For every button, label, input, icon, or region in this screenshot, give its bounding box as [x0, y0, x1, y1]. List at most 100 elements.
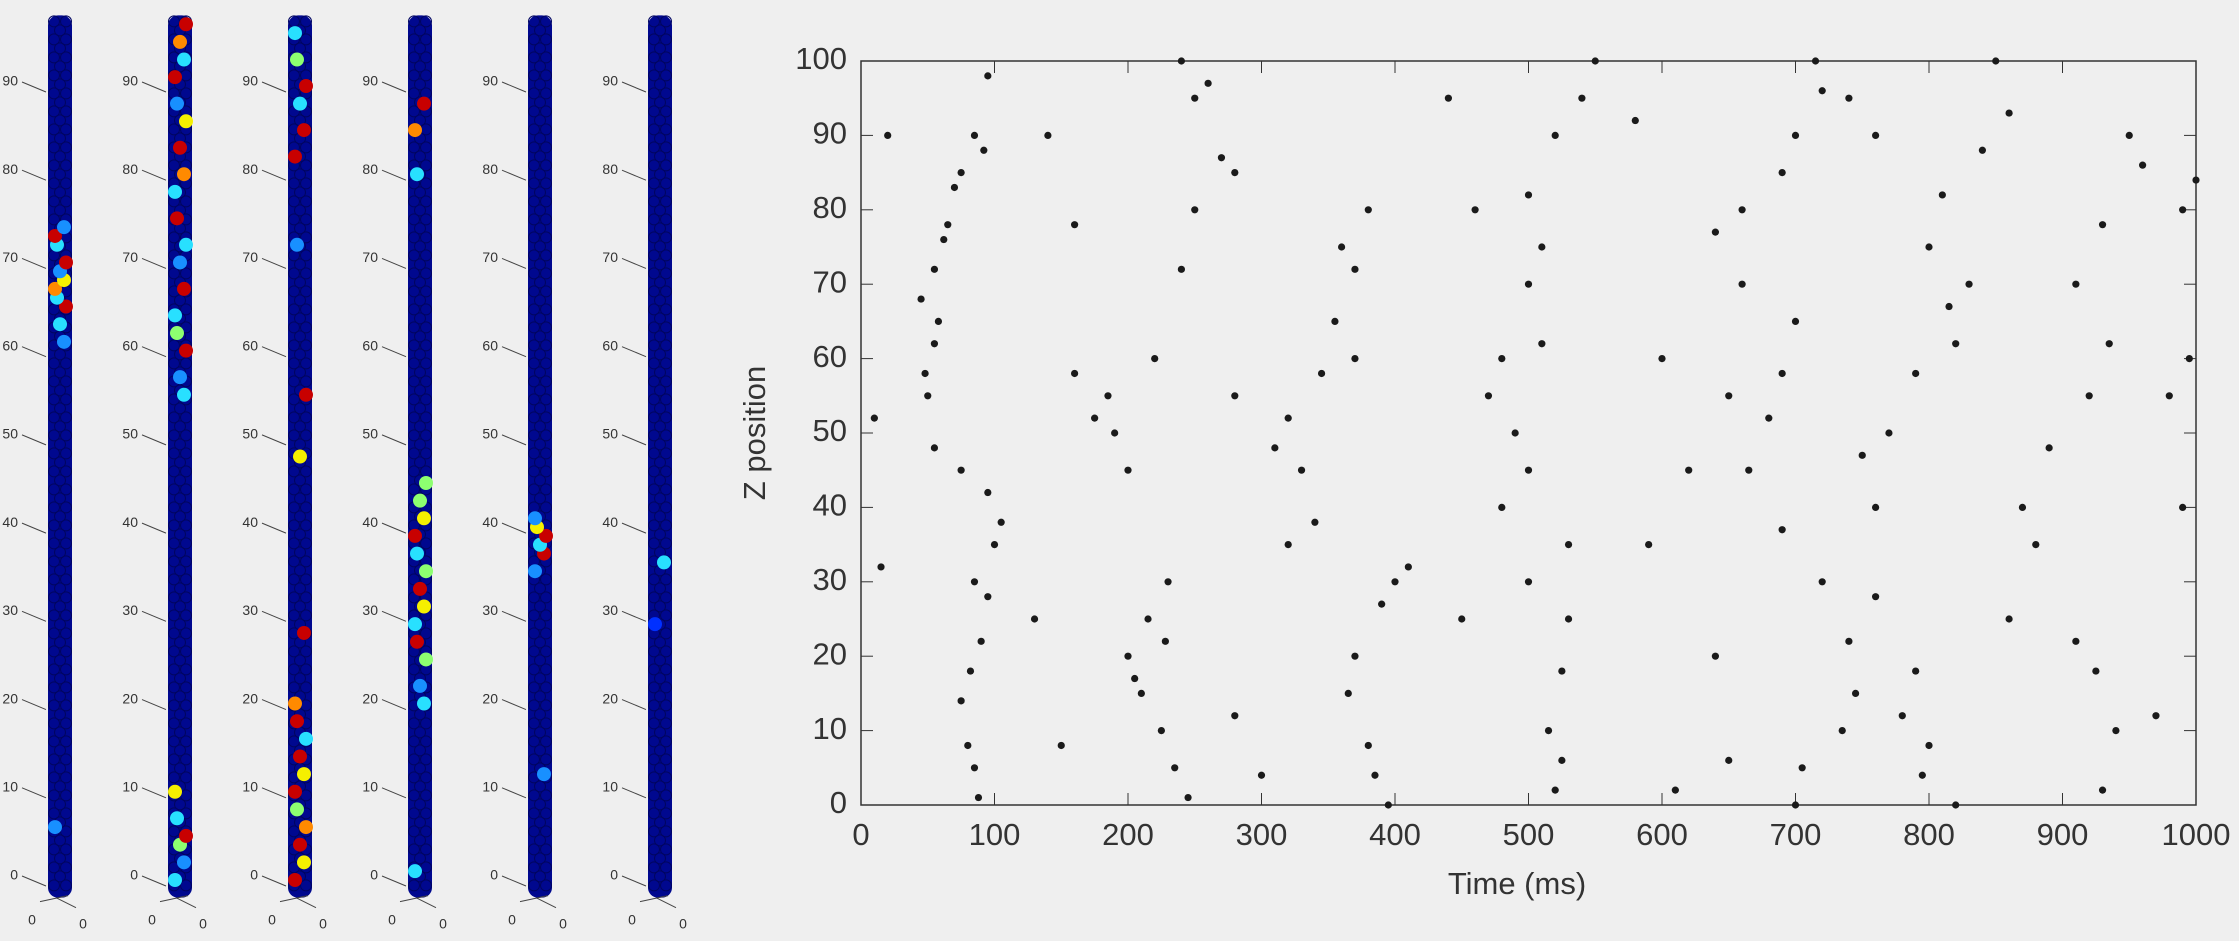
cell: [300, 195, 312, 208]
cell: [174, 492, 186, 505]
cell: [420, 825, 432, 838]
spike: [930, 340, 939, 348]
cell: [294, 528, 306, 541]
cell: [54, 798, 66, 811]
cell: [300, 357, 312, 370]
cell: [300, 573, 312, 586]
axis: [519, 895, 549, 903]
spike: [1331, 317, 1339, 325]
y-tick-label: 20: [2, 690, 18, 706]
spike: [1791, 801, 1800, 809]
cell: [540, 843, 552, 856]
cell: [300, 375, 312, 388]
y-tick-label: 30: [482, 602, 498, 618]
cell: [294, 276, 306, 289]
active-cell: [408, 528, 422, 543]
cell: [420, 375, 432, 388]
cell: [300, 555, 312, 568]
cell: [54, 96, 66, 109]
cell: [528, 807, 540, 820]
cell: [408, 87, 420, 100]
spike: [1845, 94, 1853, 102]
tick: [621, 81, 647, 93]
spike: [1685, 466, 1693, 474]
cell: [408, 429, 420, 442]
cell: [648, 807, 660, 820]
axis: [295, 897, 317, 909]
cell: [60, 177, 72, 190]
cell: [654, 384, 666, 397]
cell: [60, 465, 72, 478]
axis: [159, 895, 189, 903]
cell: [408, 105, 420, 118]
cell: [540, 663, 552, 676]
y-tick-label: 0: [830, 785, 847, 820]
cell: [294, 204, 306, 217]
tick: [21, 699, 47, 711]
spike: [2005, 109, 2013, 117]
spike: [1631, 116, 1639, 125]
cell: [660, 879, 672, 892]
cell: [300, 141, 312, 154]
spike: [1745, 466, 1753, 474]
cell: [180, 609, 192, 622]
cell: [660, 105, 672, 118]
cell: [288, 609, 300, 622]
cell: [654, 438, 666, 451]
cell: [48, 753, 60, 766]
active-cell: [417, 511, 431, 526]
cell: [540, 825, 552, 838]
cell: [534, 744, 546, 757]
tick: [141, 699, 167, 711]
cell: [534, 24, 546, 37]
cell: [54, 528, 66, 541]
spike: [1511, 429, 1519, 437]
cell: [60, 33, 72, 46]
tick: [381, 787, 407, 799]
cell: [168, 411, 180, 424]
spike: [1524, 280, 1533, 288]
cell: [660, 87, 672, 100]
spike: [1191, 94, 1199, 102]
tick: [261, 522, 287, 534]
tick: [501, 434, 527, 446]
y-tick-label: 10: [122, 778, 138, 794]
y-tick-label: 40: [602, 514, 618, 530]
cell: [660, 753, 672, 766]
axis: [415, 897, 437, 909]
spike: [1404, 563, 1412, 571]
spike: [1851, 689, 1860, 698]
active-cell: [179, 343, 193, 358]
spike: [2152, 712, 2160, 720]
cell: [408, 825, 420, 838]
cell: [294, 366, 306, 379]
spike: [984, 488, 992, 497]
cell: [54, 492, 66, 505]
corner-label: 0: [148, 912, 156, 928]
cell: [540, 321, 552, 334]
cell: [300, 33, 312, 46]
cell: [420, 879, 432, 892]
cell: [528, 429, 540, 442]
spike: [974, 793, 983, 802]
spike: [1558, 667, 1566, 675]
tick: [621, 434, 647, 446]
cell: [648, 771, 660, 784]
spike: [2165, 392, 2173, 400]
spike: [1791, 131, 1800, 139]
cell: [528, 375, 540, 388]
y-tick-label: 80: [602, 161, 618, 177]
cell: [414, 798, 426, 811]
cell: [660, 375, 672, 388]
cell: [48, 393, 60, 406]
cell: [654, 510, 666, 523]
cell: [168, 609, 180, 622]
spike: [1912, 667, 1920, 675]
active-cell: [413, 581, 427, 596]
cell: [654, 834, 666, 847]
spike: [1658, 355, 1666, 363]
cell: [168, 483, 180, 496]
spike: [1217, 154, 1226, 162]
cell: [654, 312, 666, 325]
cell: [648, 15, 660, 28]
